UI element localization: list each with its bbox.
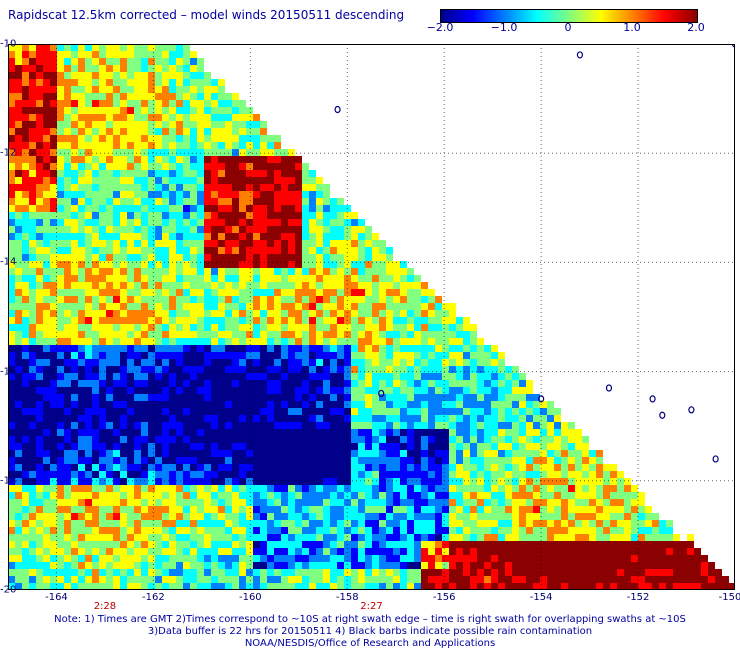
map-grid — [8, 44, 735, 590]
wind-difference-map — [8, 44, 735, 590]
x-tick-label: -160 — [238, 592, 262, 603]
note-line-3: NOAA/NESDIS/Office of Research and Appli… — [244, 638, 496, 649]
y-tick-label: -14 — [0, 256, 17, 268]
x-tick-label: -150 — [718, 592, 740, 603]
colorbar-tick-label: −2.0 — [426, 21, 454, 34]
colorbar-tick-label: 0 — [564, 21, 572, 34]
map-title: Rapidscat 12.5km corrected – model winds… — [8, 8, 405, 22]
y-tick-label: -18 — [0, 475, 17, 487]
x-tick-label: -164 — [45, 592, 68, 603]
y-tick-label: -12 — [0, 147, 17, 159]
note-line-1: Note: 1) Times are GMT 2)Times correspon… — [54, 614, 686, 625]
y-tick-label: -20 — [0, 584, 17, 596]
wind-difference-field — [8, 44, 735, 590]
colorbar-tick-label: 1.0 — [623, 21, 641, 34]
y-tick-label: -16 — [0, 366, 17, 378]
colorbar-tick-label: −1.0 — [490, 21, 518, 34]
x-tick-label: -162 — [142, 592, 165, 603]
colorbar-gradient — [440, 9, 698, 23]
pass-time-label: 2:27 — [360, 601, 383, 612]
map-frame — [8, 44, 735, 590]
x-tick-label: -156 — [432, 592, 456, 603]
x-tick-label: -152 — [626, 592, 650, 603]
x-tick-label: -158 — [335, 592, 359, 603]
island-outlines — [300, 44, 735, 463]
x-tick-label: -154 — [529, 592, 553, 603]
y-tick-label: -10 — [0, 38, 17, 50]
note-line-2: 3)Data buffer is 22 hrs for 20150511 4) … — [147, 626, 593, 637]
colorbar-tick-label: 2.0 — [687, 21, 705, 34]
pass-time-label: 2:28 — [93, 601, 117, 612]
